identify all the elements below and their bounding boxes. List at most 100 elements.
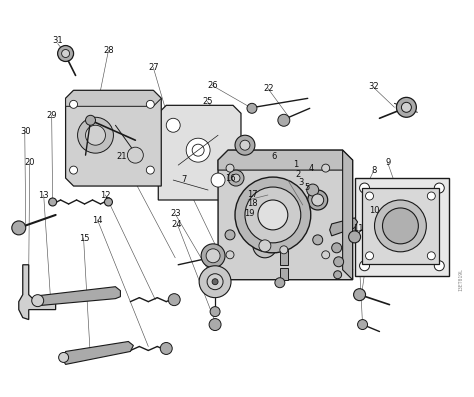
Polygon shape [36,287,120,306]
Circle shape [78,117,113,153]
Circle shape [313,235,323,245]
Text: 30: 30 [20,127,31,136]
Circle shape [62,50,70,58]
Circle shape [85,125,105,145]
Text: 32: 32 [369,83,379,91]
Text: 16: 16 [226,174,236,183]
Circle shape [70,166,78,174]
Text: 7: 7 [182,175,187,184]
Polygon shape [343,150,353,280]
Text: 25: 25 [202,97,213,106]
Circle shape [360,261,370,271]
Text: 10: 10 [369,206,379,215]
Text: 20: 20 [25,158,36,168]
Circle shape [428,252,435,260]
Bar [280,250,288,265]
Circle shape [275,278,285,288]
Text: 13: 13 [38,191,49,200]
Circle shape [225,230,235,240]
Circle shape [201,244,225,268]
Text: 3: 3 [298,178,303,187]
Circle shape [383,208,419,244]
Circle shape [166,118,180,132]
Polygon shape [218,150,353,280]
Text: 4: 4 [309,164,314,173]
Circle shape [235,177,311,253]
Circle shape [247,103,257,113]
Text: 12: 12 [100,191,111,200]
Circle shape [226,251,234,259]
Circle shape [334,257,344,267]
Text: 2: 2 [296,170,301,179]
Circle shape [428,192,435,200]
Circle shape [360,183,370,193]
Text: 31: 31 [53,36,64,45]
Text: 28: 28 [103,46,114,55]
Circle shape [206,249,220,263]
Circle shape [49,198,56,206]
Circle shape [307,184,319,196]
Text: 17: 17 [247,190,258,199]
Circle shape [212,279,218,285]
Circle shape [322,251,330,259]
Circle shape [211,173,225,187]
Circle shape [85,115,95,125]
Circle shape [401,102,411,112]
Circle shape [70,100,78,108]
Circle shape [322,164,330,172]
Bar [280,268,288,280]
Circle shape [240,140,250,150]
Text: 9: 9 [385,158,391,167]
Circle shape [104,198,112,206]
Circle shape [192,144,204,156]
Circle shape [245,187,301,243]
Circle shape [259,240,271,252]
Circle shape [308,190,328,210]
Text: 8: 8 [371,166,377,175]
Text: 26: 26 [207,81,218,90]
Circle shape [332,243,342,253]
Circle shape [232,174,240,182]
Circle shape [334,271,342,279]
Polygon shape [218,150,353,170]
Polygon shape [330,218,357,236]
Text: 27: 27 [148,63,159,71]
Text: 1: 1 [293,160,299,170]
Polygon shape [63,341,133,364]
Text: 24: 24 [172,220,182,229]
Text: 18: 18 [247,199,258,208]
Text: 5: 5 [304,183,310,192]
Polygon shape [65,91,161,106]
Circle shape [396,97,416,117]
Circle shape [160,343,172,355]
Circle shape [258,200,288,230]
Circle shape [199,266,231,298]
Text: 22: 22 [264,84,274,93]
Circle shape [434,261,444,271]
Bar [362,188,439,264]
Circle shape [146,166,155,174]
Circle shape [59,353,69,362]
Circle shape [278,114,290,126]
Circle shape [186,138,210,162]
Circle shape [226,164,234,172]
Polygon shape [19,265,55,320]
Circle shape [365,192,374,200]
Polygon shape [158,105,241,200]
Text: 11: 11 [353,224,363,233]
Circle shape [12,221,26,235]
Circle shape [312,194,324,206]
Circle shape [58,46,73,62]
Circle shape [357,320,367,330]
Text: 21: 21 [116,152,127,161]
Circle shape [146,100,155,108]
Text: 13ET019L: 13ET019L [459,268,464,291]
Circle shape [235,135,255,155]
Circle shape [32,295,44,306]
Circle shape [365,252,374,260]
Text: 14: 14 [92,216,103,225]
Circle shape [210,306,220,316]
Circle shape [280,246,288,254]
Text: 15: 15 [79,233,89,243]
Circle shape [209,318,221,331]
